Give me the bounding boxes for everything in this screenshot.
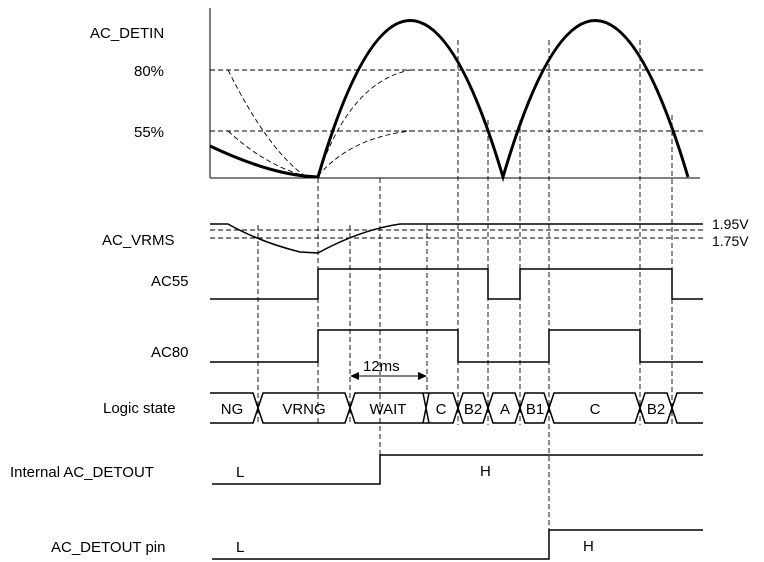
internal-level-low: L <box>236 464 244 481</box>
vrms-195-label: 1.95V <box>712 216 749 232</box>
envelope-80-rise <box>317 69 411 177</box>
pin-level-high: H <box>583 538 594 555</box>
state-c-second: C <box>590 401 601 418</box>
ac-detin-label: AC_DETIN <box>90 25 164 42</box>
internal-ac-detout-label: Internal AC_DETOUT <box>10 464 154 481</box>
logic-state-label: Logic state <box>103 400 176 417</box>
ac-detout-pin-label: AC_DETOUT pin <box>51 539 166 556</box>
state-b1: B1 <box>526 401 544 418</box>
wait-arrow-head-right <box>418 372 427 380</box>
state-c-first: C <box>436 401 447 418</box>
pin-level-low: L <box>236 539 244 556</box>
ac80-label: AC80 <box>151 344 189 361</box>
state-a: A <box>500 401 510 418</box>
state-ng: NG <box>221 401 244 418</box>
wait-arrow-head-left <box>350 372 359 380</box>
internal-level-high: H <box>480 463 491 480</box>
state-b2-first: B2 <box>464 401 482 418</box>
ac55-label: AC55 <box>151 273 189 290</box>
threshold-80-label: 80% <box>134 63 164 80</box>
state-vrng: VRNG <box>282 401 325 418</box>
ac-vrms-label: AC_VRMS <box>102 232 175 249</box>
envelope-55-rise <box>317 130 411 177</box>
ac80-waveform <box>210 329 703 363</box>
ac-detout-pin-waveform <box>212 529 703 560</box>
threshold-55-label: 55% <box>134 124 164 141</box>
ac55-waveform <box>210 268 703 300</box>
internal-ac-detout-waveform <box>212 454 703 485</box>
ac-detin-waveform <box>209 19 690 183</box>
ac-vrms-waveform <box>210 223 703 254</box>
logic-state-bus <box>210 392 703 424</box>
state-b2-second: B2 <box>647 401 665 418</box>
wait-time-label: 12ms <box>363 358 400 375</box>
vrms-175-label: 1.75V <box>712 233 749 249</box>
envelope-80-decay <box>227 69 306 177</box>
state-wait: WAIT <box>370 401 407 418</box>
